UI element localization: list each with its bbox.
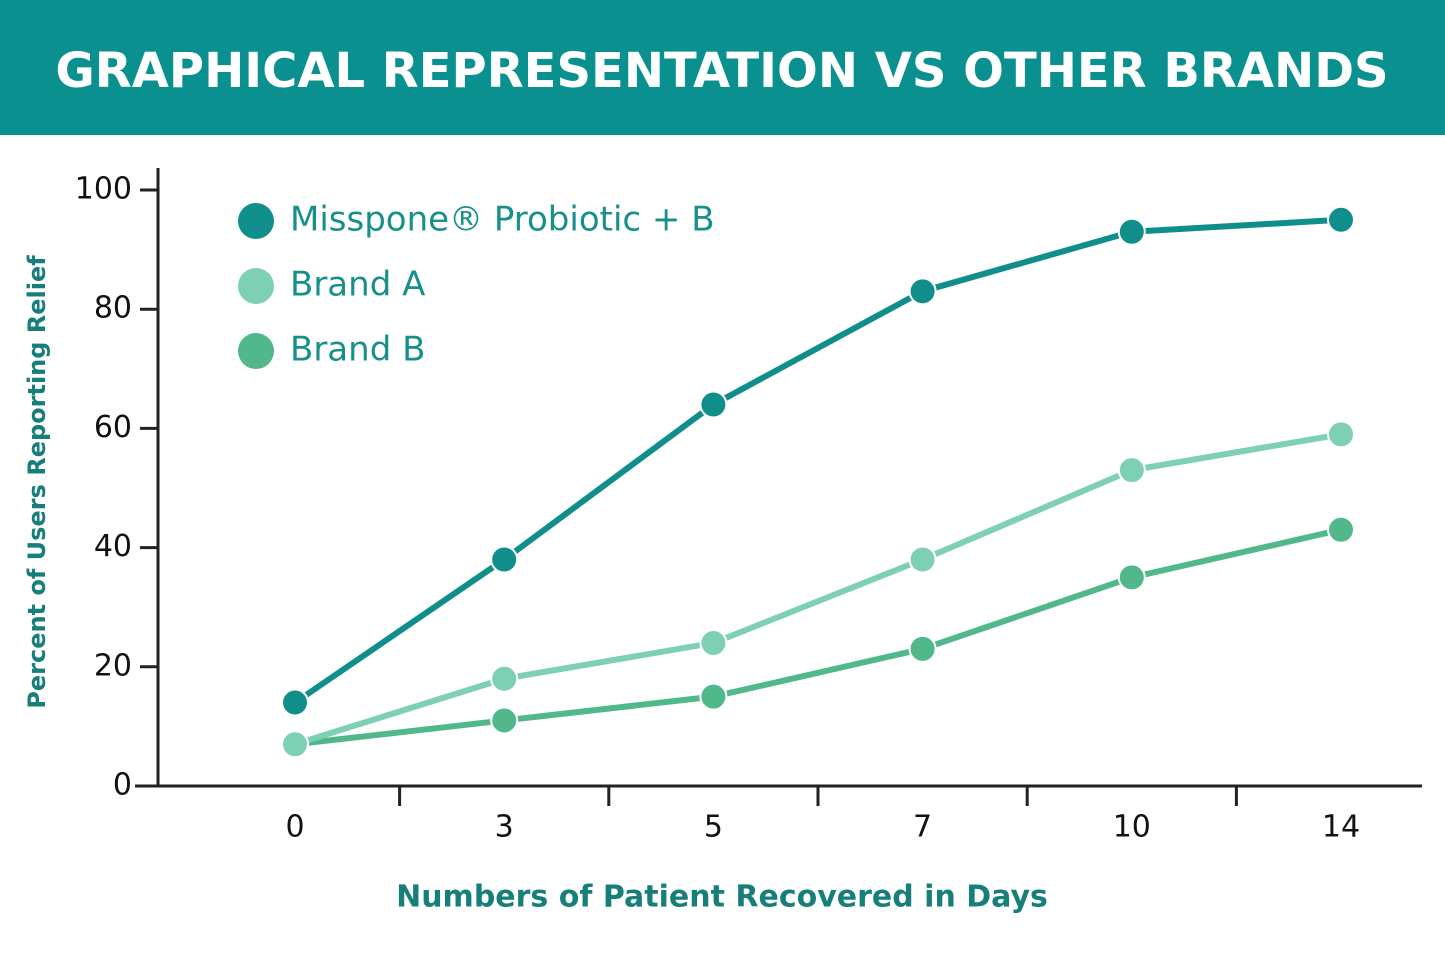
data-point [1327,205,1355,234]
y-tick-label: 80 [94,291,132,326]
x-axis-label: Numbers of Patient Recovered in Days [396,880,1048,915]
y-tick-label: 0 [113,768,132,803]
legend-label: Brand A [290,265,425,305]
x-tick-label: 10 [1113,810,1151,845]
x-tick-label: 5 [704,810,723,845]
series-line [294,431,1342,748]
series-line [294,526,1342,748]
x-tick-label: 14 [1322,810,1360,845]
data-point [1117,456,1146,485]
x-tick-label: 0 [285,810,304,845]
data-point [908,277,937,306]
data-point [1327,515,1355,544]
data-point [699,390,728,419]
y-tick-label: 100 [75,172,132,207]
data-point [1117,563,1146,592]
data-point [699,628,728,657]
legend-marker [238,268,274,304]
y-tick-label: 20 [94,648,132,683]
title-bar [0,0,1445,135]
data-point [490,664,519,693]
data-point [281,730,309,759]
data-point [281,688,309,717]
data-point [490,706,519,735]
legend-label: Misspone® Probiotic + B [290,200,715,240]
data-point [908,634,937,663]
data-point [490,545,519,574]
y-tick-label: 60 [94,410,132,445]
x-tick-label: 7 [913,810,932,845]
legend-label: Brand B [290,330,425,370]
y-axis-label: Percent of Users Reporting Relief [23,255,51,709]
data-point [1117,217,1146,246]
y-tick-label: 40 [94,529,132,564]
legend-marker [238,203,274,239]
legend-marker [238,333,274,369]
data-point [699,682,728,711]
data-point [908,545,937,574]
series-line [293,216,1342,706]
data-point [1327,420,1355,449]
x-tick-label: 3 [495,810,514,845]
chart-title: GRAPHICAL REPRESENTATION VS OTHER BRANDS [55,43,1388,99]
